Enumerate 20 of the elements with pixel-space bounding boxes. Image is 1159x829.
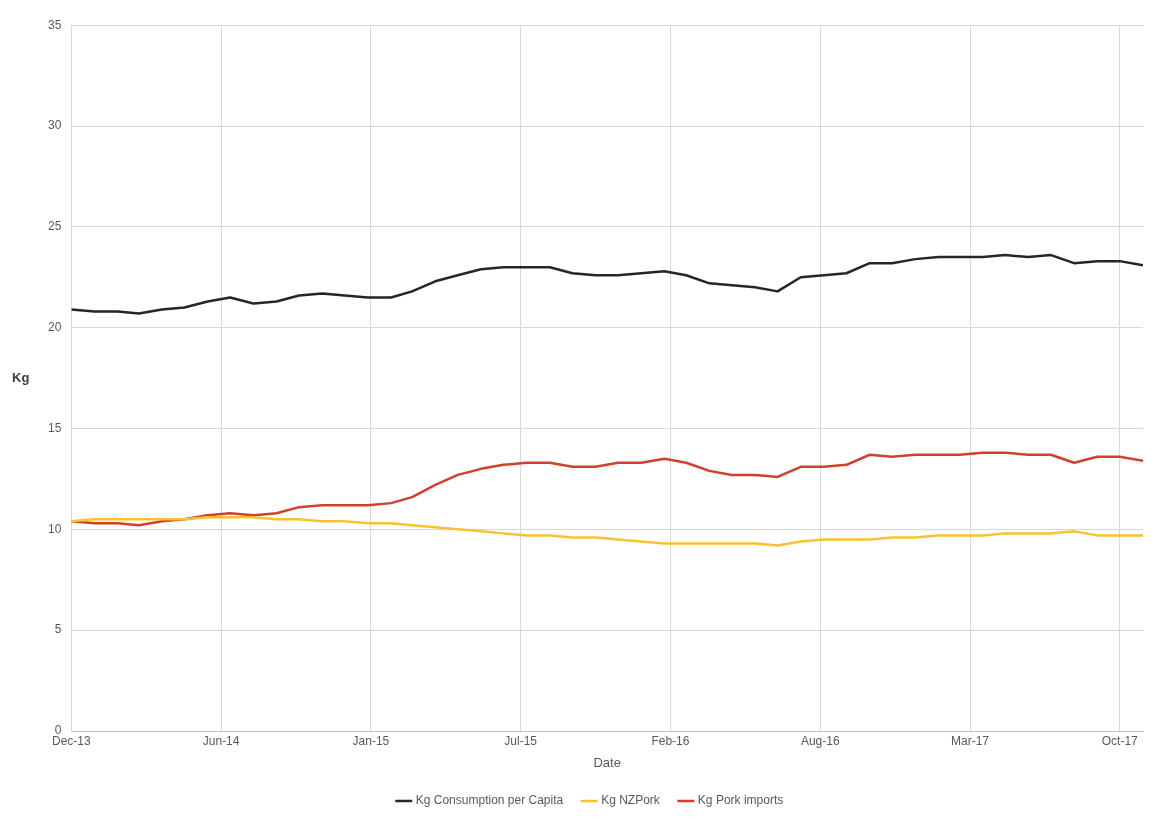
- x-tick-label: Jun-14: [202, 733, 240, 748]
- y-tick-label: 30: [47, 118, 62, 133]
- y-tick-label: 25: [47, 219, 62, 234]
- y-tick-label: 35: [47, 17, 62, 32]
- x-axis-title: Date: [593, 754, 621, 770]
- x-tick-label: Oct-17: [1101, 733, 1139, 748]
- legend-label: Kg Consumption per Capita: [415, 793, 564, 808]
- y-tick-label: 15: [47, 420, 62, 435]
- legend-label: Kg NZPork: [601, 793, 661, 808]
- x-tick-label: Mar-17: [951, 733, 990, 748]
- y-tick-label: 5: [54, 622, 62, 637]
- y-tick-label: 10: [47, 521, 62, 536]
- x-tick-label: Aug-16: [800, 733, 840, 748]
- x-tick-label: Jan-15: [352, 733, 390, 748]
- x-tick-label: Feb-16: [651, 733, 690, 748]
- x-tick-label: Jul-15: [504, 733, 538, 748]
- x-tick-label: Dec-13: [52, 733, 92, 748]
- y-tick-label: 20: [47, 320, 62, 334]
- y-axis-title: Kg: [12, 369, 30, 385]
- legend-label: Kg Pork imports: [697, 793, 784, 808]
